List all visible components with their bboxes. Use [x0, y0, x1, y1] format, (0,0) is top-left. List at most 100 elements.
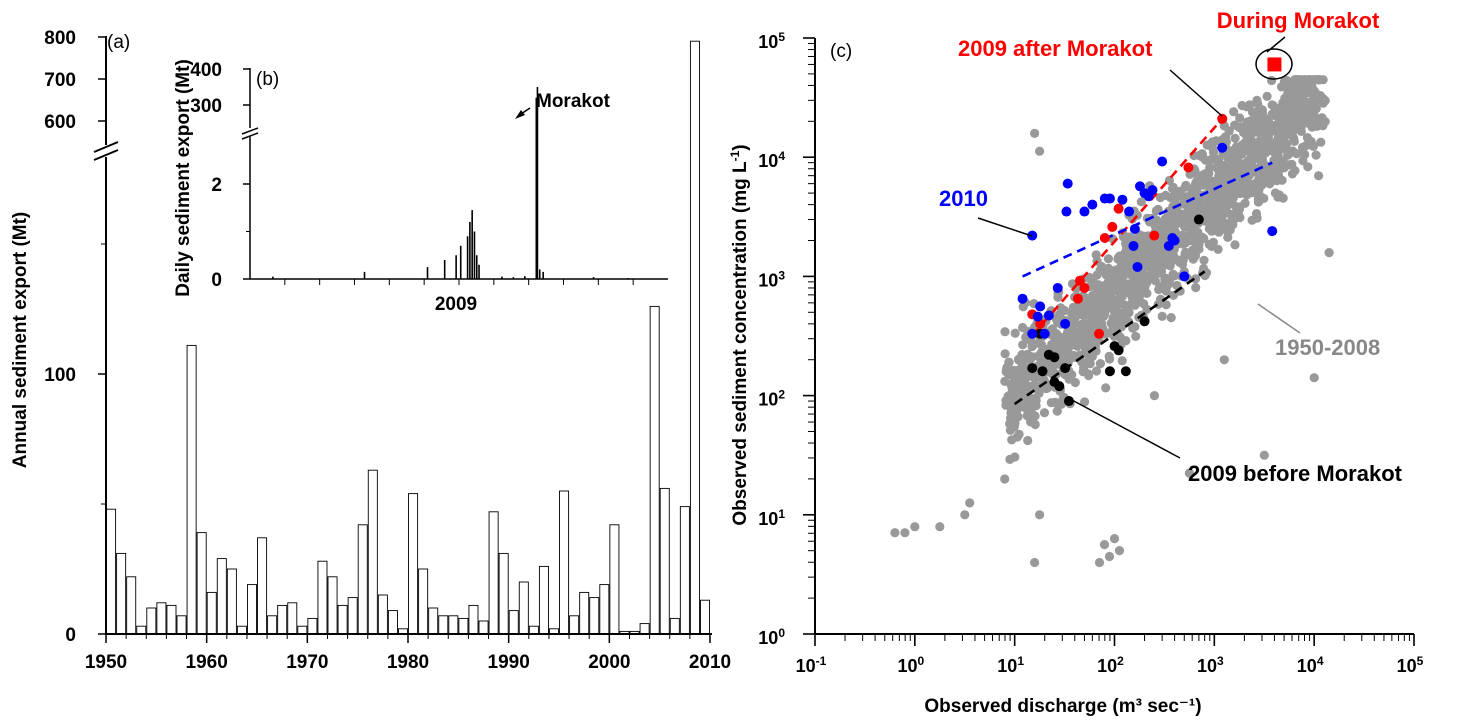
point-1950-2008	[1076, 338, 1086, 348]
bar-1986	[458, 617, 469, 635]
point-1950-2008	[1236, 185, 1246, 195]
point-2010	[1267, 226, 1278, 237]
point-1950-2008	[1118, 253, 1128, 263]
point-2009-before-morakot	[1193, 214, 1204, 225]
bar-2000	[599, 584, 610, 635]
inset-y-tick-label-2: 2	[211, 175, 222, 196]
bar-1999	[589, 597, 600, 635]
point-1950-2008	[1133, 284, 1143, 294]
inset-break-mark-top	[241, 127, 259, 135]
point-1950-2008	[1175, 209, 1185, 219]
x-tick-label-1980: 1980	[387, 652, 429, 673]
inset-break-mark-bottom	[241, 132, 259, 140]
point-2009-before-morakot	[1060, 363, 1071, 374]
point-1950-2008	[1136, 197, 1146, 207]
daily-bars	[272, 87, 629, 279]
point-1950-2008	[1030, 557, 1040, 568]
label-2009-after-morakot: 2009 after Morakot	[958, 36, 1153, 61]
y-tick-label-600: 600	[44, 112, 76, 133]
c-x-tick-exponent: 5	[1417, 654, 1424, 668]
point-1950-2008	[1233, 209, 1244, 220]
morakot-annotation: Morakot	[536, 91, 611, 112]
point-1950-2008	[1068, 306, 1078, 316]
y-tick-label-700: 700	[44, 70, 76, 91]
point-1950-2008	[1156, 267, 1167, 277]
point-1950-2008	[1296, 113, 1306, 124]
c-y-tick-label: 100	[758, 626, 785, 648]
point-1950-2008	[1163, 206, 1174, 216]
leader-2009-after-morakot	[1169, 69, 1223, 117]
bar-1959	[186, 344, 197, 635]
point-1950-2008	[1000, 474, 1010, 484]
point-1950-2008	[1209, 198, 1219, 208]
point-1950-2008	[1141, 261, 1151, 271]
point-1950-2008	[1219, 222, 1229, 232]
point-1950-2008	[1111, 306, 1121, 316]
panel-a-label: (a)	[107, 32, 130, 53]
x-tick-label-1960: 1960	[186, 652, 228, 673]
trend-2009-before-morakot	[1013, 270, 1206, 406]
point-1950-2008	[1324, 248, 1334, 258]
bar-1982	[418, 568, 429, 635]
c-x-tick-label: 10-1	[796, 654, 827, 676]
point-1950-2008	[1262, 91, 1272, 101]
morakot-arrowhead	[515, 110, 525, 119]
panel-b-axes: 0 2 300 400	[190, 60, 668, 291]
y-tick-label-0: 0	[65, 625, 76, 646]
point-1950-2008	[1091, 250, 1101, 260]
point-1950-2008	[1020, 353, 1030, 364]
point-1950-2008	[1080, 397, 1090, 407]
point-1950-2008	[1170, 190, 1180, 200]
point-1950-2008	[1311, 119, 1321, 129]
point-1950-2008	[1314, 171, 1324, 181]
bar-1996	[559, 490, 570, 635]
point-1950-2008	[1244, 146, 1254, 156]
bar-1972	[317, 560, 328, 635]
point-1950-2008	[1273, 171, 1284, 181]
point-1950-2008	[1291, 120, 1301, 130]
point-2009-before-morakot	[1063, 396, 1074, 407]
point-1950-2008	[1020, 403, 1030, 413]
x-tick-label-1950: 1950	[85, 652, 127, 673]
bar-1997	[569, 615, 580, 635]
point-1950-2008	[1140, 271, 1150, 281]
bar-2005	[649, 305, 660, 635]
point-1950-2008	[1115, 332, 1125, 343]
point-1950-2008	[1114, 546, 1125, 556]
point-1950-2008	[1084, 354, 1094, 365]
point-2010	[1062, 178, 1073, 189]
point-1950-2008	[1101, 383, 1111, 393]
point-1950-2008	[1169, 271, 1179, 281]
point-1950-2008	[1211, 190, 1221, 200]
bar-2004	[639, 623, 650, 635]
point-2009-after-morakot	[1099, 232, 1110, 243]
x-tick-label-2010: 2010	[689, 652, 731, 673]
point-2009-before-morakot	[1113, 345, 1124, 356]
point-1950-2008	[1257, 108, 1268, 119]
point-1950-2008	[900, 528, 910, 538]
point-1950-2008	[1030, 339, 1040, 349]
point-1950-2008	[1313, 75, 1323, 85]
point-1950-2008	[1113, 320, 1123, 330]
bar-1967	[267, 615, 278, 635]
point-1950-2008	[1018, 340, 1028, 350]
point-1950-2008	[1104, 289, 1114, 299]
c-y-tick-label: 101	[758, 507, 785, 529]
point-1950-2008	[1111, 265, 1121, 275]
point-1950-2008	[1089, 291, 1099, 301]
point-1950-2008	[1223, 232, 1233, 242]
point-1950-2008	[1209, 221, 1219, 231]
point-2010	[1104, 193, 1115, 204]
point-1950-2008	[1185, 230, 1195, 240]
trend-2010	[1022, 161, 1273, 278]
point-2010	[1052, 282, 1063, 293]
point-2009-before-morakot	[1120, 366, 1131, 377]
bar-1975	[347, 597, 358, 635]
during-morakot-ellipse	[1255, 48, 1293, 80]
point-1950-2008	[1230, 133, 1240, 143]
c-x-tick-exponent: 2	[1117, 654, 1124, 668]
point-1950-2008	[1303, 101, 1313, 111]
point-1950-2008	[1160, 215, 1171, 225]
panel-c-xlabel: Observed discharge (m³ sec⁻¹)	[924, 696, 1201, 717]
point-1950-2008	[1052, 406, 1062, 416]
